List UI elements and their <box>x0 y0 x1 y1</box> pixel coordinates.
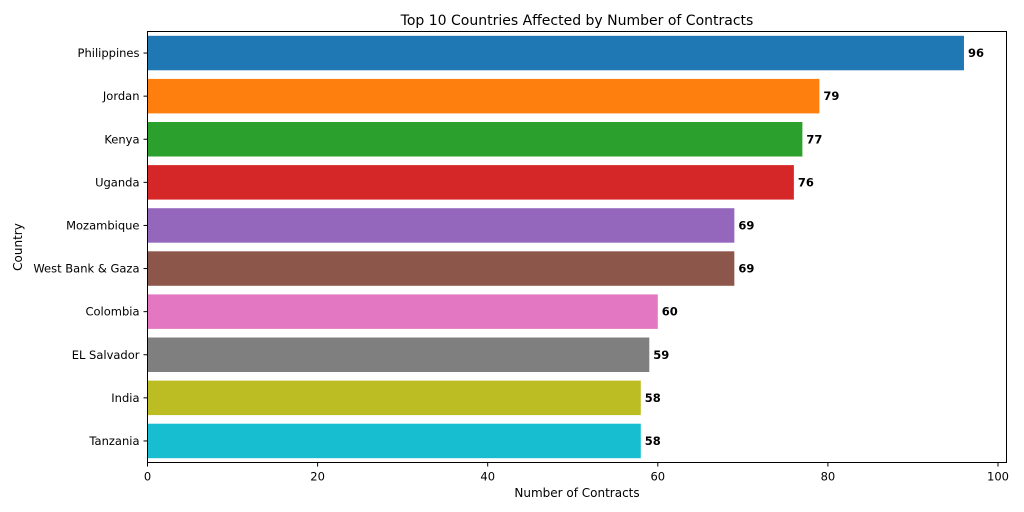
data-labels-group: 96 79 77 76 69 69 60 59 58 58 <box>645 46 984 448</box>
data-label: 58 <box>645 434 661 448</box>
y-tick-label: Uganda <box>95 175 139 189</box>
x-axis-ticks: 0 20 40 60 80 100 <box>144 462 1009 484</box>
y-tick-label: EL Salvador <box>72 348 140 362</box>
y-tick-label: Mozambique <box>66 218 139 232</box>
bar-philippines <box>147 35 964 71</box>
x-tick-label: 0 <box>144 470 151 484</box>
y-tick-label: Kenya <box>104 132 139 146</box>
bar-mozambique <box>147 208 735 243</box>
bar-india <box>147 380 641 416</box>
data-label: 59 <box>653 348 669 362</box>
y-tick-label: Philippines <box>78 46 140 60</box>
bar-kenya <box>147 122 803 157</box>
y-tick-label: India <box>111 391 139 405</box>
bar-west-bank-gaza <box>147 251 735 286</box>
x-tick-label: 100 <box>987 470 1009 484</box>
bar-jordan <box>147 78 820 114</box>
y-axis-label: Country <box>11 223 25 271</box>
bar-tanzania <box>147 423 641 459</box>
data-label: 69 <box>738 262 754 276</box>
x-tick-label: 20 <box>310 470 325 484</box>
bar-el-salvador <box>147 337 650 372</box>
chart-title: Top 10 Countries Affected by Number of C… <box>400 13 754 29</box>
data-label: 58 <box>645 391 661 405</box>
data-label: 60 <box>662 305 678 319</box>
bar-colombia <box>147 294 658 329</box>
data-label: 77 <box>806 132 822 146</box>
x-tick-label: 60 <box>650 470 665 484</box>
y-tick-label: Jordan <box>102 89 140 103</box>
bars-group <box>147 35 964 459</box>
y-tick-label: Tanzania <box>88 434 139 448</box>
data-label: 79 <box>823 89 839 103</box>
plot-frame <box>147 31 1007 463</box>
y-tick-label: Colombia <box>85 305 139 319</box>
y-tick-label: West Bank & Gaza <box>33 262 139 276</box>
y-axis-ticks: Philippines Jordan Kenya Uganda Mozambique We… <box>33 46 148 448</box>
x-tick-label: 80 <box>821 470 836 484</box>
data-label: 76 <box>798 175 814 189</box>
data-label: 69 <box>738 218 754 232</box>
data-label: 96 <box>968 46 984 60</box>
x-axis-label: Number of Contracts <box>514 486 639 500</box>
x-tick-label: 40 <box>480 470 495 484</box>
bar-uganda <box>147 165 794 200</box>
